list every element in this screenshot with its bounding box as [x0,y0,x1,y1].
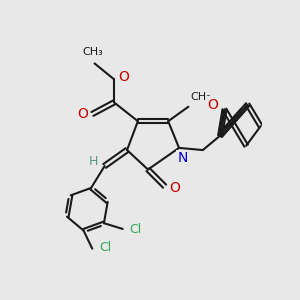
Text: Cl: Cl [130,223,142,236]
Text: H: H [88,155,98,168]
Text: N: N [177,151,188,165]
Text: O: O [169,181,180,195]
Text: O: O [118,70,129,84]
Text: CH₃: CH₃ [83,47,104,57]
Text: CH₃: CH₃ [190,92,211,102]
Text: Cl: Cl [99,242,111,254]
Text: O: O [78,107,88,121]
Text: O: O [208,98,218,112]
